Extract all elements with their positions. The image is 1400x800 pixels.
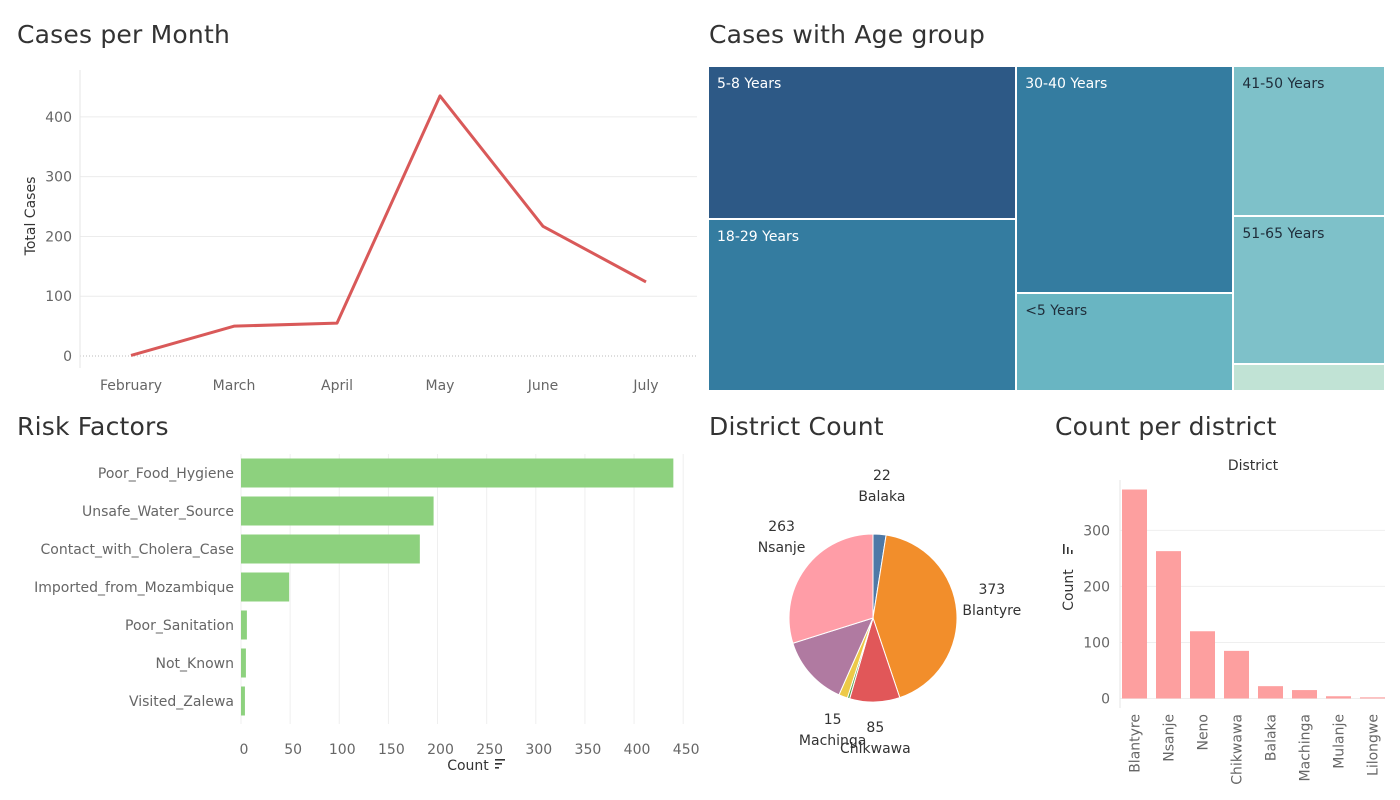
x-tick-label: 250: [476, 742, 503, 758]
slice-value-label: 22: [873, 468, 891, 484]
line-chart: 0 100 200 300 400 Total Cases February March A…: [23, 70, 697, 394]
x-tick-label: April: [321, 378, 353, 394]
treemap-cell-label: 5-8 Years: [717, 76, 782, 92]
y-tick-label: 200: [1083, 579, 1110, 595]
column-bar[interactable]: [1224, 650, 1249, 699]
district-column-chart: District 0 100 200 300 Blantyre Nsanje Neno Ch…: [1061, 458, 1385, 785]
bar[interactable]: [241, 496, 434, 526]
treemap-cell-label: 30-40 Years: [1025, 76, 1108, 92]
x-tick-label: July: [632, 378, 658, 394]
category-label: Machinga: [1298, 714, 1314, 781]
y-axis-title: Count: [1061, 569, 1077, 611]
y-tick-label: 100: [1083, 635, 1110, 651]
category-label: Visited_Zalewa: [129, 694, 234, 710]
slice-value-label: 15: [824, 712, 842, 728]
y-tick-label: 100: [45, 289, 72, 305]
treemap-chart: 5-8 Years 18-29 Years 30-40 Years 41-50 Yea…: [708, 66, 1385, 391]
treemap-cell[interactable]: 5-8 Years: [708, 66, 1017, 219]
slice-name-label: Machinga: [799, 733, 866, 749]
x-tick-label: 350: [575, 742, 602, 758]
y-tick-label: 400: [45, 110, 72, 126]
bar[interactable]: [241, 686, 245, 716]
x-axis-title: Count: [447, 758, 489, 774]
category-label: Poor_Food_Hygiene: [98, 466, 234, 482]
slice-name-label: Nsanje: [758, 540, 806, 556]
pie-slice[interactable]: [872, 534, 958, 699]
x-tick-label: March: [213, 378, 256, 394]
column-bar[interactable]: [1190, 631, 1215, 699]
x-tick-label: 450: [673, 742, 700, 758]
bar[interactable]: [241, 648, 246, 678]
y-tick-label: 0: [1101, 691, 1110, 707]
category-label: Nsanje: [1162, 714, 1178, 762]
treemap-cell[interactable]: <5 Years: [1016, 293, 1234, 391]
treemap-cell-label: <5 Years: [1025, 303, 1088, 320]
category-label: Lilongwe: [1366, 714, 1382, 776]
treemap-cell[interactable]: 30-40 Years: [1016, 66, 1234, 294]
x-tick-label: 200: [427, 742, 454, 758]
x-tick-label: June: [527, 378, 559, 394]
bar[interactable]: [241, 610, 247, 640]
slice-value-label: 263: [768, 519, 795, 535]
bar[interactable]: [241, 534, 420, 564]
bar[interactable]: [241, 458, 674, 488]
column-bar[interactable]: [1292, 690, 1317, 699]
column-bar[interactable]: [1122, 489, 1147, 699]
sort-icon[interactable]: [1063, 544, 1073, 554]
column-bar[interactable]: [1360, 697, 1385, 699]
bar[interactable]: [241, 572, 290, 602]
category-label: Mulanje: [1332, 714, 1348, 769]
column-bar[interactable]: [1258, 686, 1283, 699]
category-label: Poor_Sanitation: [125, 618, 234, 634]
slice-value-label: 373: [978, 582, 1005, 598]
line-series-total-cases[interactable]: [130, 94, 647, 357]
x-tick-label: 300: [525, 742, 552, 758]
treemap-cell[interactable]: 51-65 Years: [1233, 215, 1385, 365]
category-label: Not_Known: [156, 656, 234, 672]
column-bar[interactable]: [1156, 551, 1181, 699]
y-tick-label: 0: [63, 349, 72, 365]
sort-icon[interactable]: [495, 759, 505, 769]
category-label: Imported_from_Mozambique: [34, 580, 234, 596]
category-label: Chikwawa: [1230, 714, 1246, 785]
pie-chart-title: District Count: [709, 412, 884, 441]
column-bar[interactable]: [1326, 696, 1351, 699]
category-label: Contact_with_Cholera_Case: [41, 542, 234, 558]
x-tick-label: 400: [624, 742, 651, 758]
y-tick-label: 300: [1083, 523, 1110, 539]
line-chart-title: Cases per Month: [17, 20, 230, 49]
risk-factors-bar-chart: Poor_Food_Hygiene Unsafe_Water_Source Cont…: [34, 454, 700, 774]
slice-name-label: Chikwawa: [840, 741, 911, 757]
slice-value-label: 85: [866, 720, 884, 736]
y-tick-label: 200: [45, 229, 72, 245]
category-label: Unsafe_Water_Source: [82, 504, 234, 520]
pie-slice[interactable]: [788, 533, 874, 644]
y-axis-title: Total Cases: [23, 177, 39, 257]
column-chart-title: Count per district: [1055, 412, 1277, 441]
x-tick-label: 0: [240, 742, 249, 758]
treemap-cell[interactable]: [1233, 364, 1385, 391]
category-label: Balaka: [1264, 714, 1280, 761]
treemap-cell[interactable]: 41-50 Years: [1233, 66, 1385, 216]
x-tick-label: 100: [329, 742, 356, 758]
treemap-cell-label: 51-65 Years: [1242, 225, 1325, 242]
category-label: Neno: [1196, 714, 1212, 751]
column-chart-header: District: [1228, 458, 1279, 474]
treemap-cell-label: 18-29 Years: [717, 228, 800, 245]
district-pie-chart: 22 Balaka 373 Blantyre 85 Chikwawa 15 Machinga 2…: [758, 468, 1022, 757]
x-tick-label: February: [100, 378, 162, 394]
x-tick-label: May: [426, 378, 455, 394]
slice-name-label: Blantyre: [962, 603, 1021, 619]
treemap-cell[interactable]: 18-29 Years: [708, 218, 1017, 391]
bar-chart-title: Risk Factors: [17, 412, 169, 441]
treemap-title: Cases with Age group: [709, 20, 986, 49]
treemap-cell-label: 41-50 Years: [1242, 76, 1325, 92]
slice-name-label: Balaka: [858, 489, 905, 505]
y-tick-label: 300: [45, 170, 72, 186]
x-tick-label: 50: [284, 742, 302, 758]
x-tick-label: 150: [378, 742, 405, 758]
category-label: Blantyre: [1128, 714, 1144, 773]
